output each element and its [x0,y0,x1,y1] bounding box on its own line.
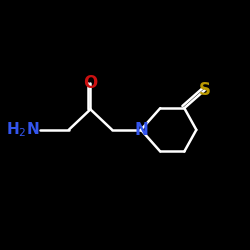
Text: S: S [199,81,211,99]
Text: O: O [83,74,98,92]
Text: N: N [134,121,148,139]
Text: H$_2$N: H$_2$N [6,120,40,139]
